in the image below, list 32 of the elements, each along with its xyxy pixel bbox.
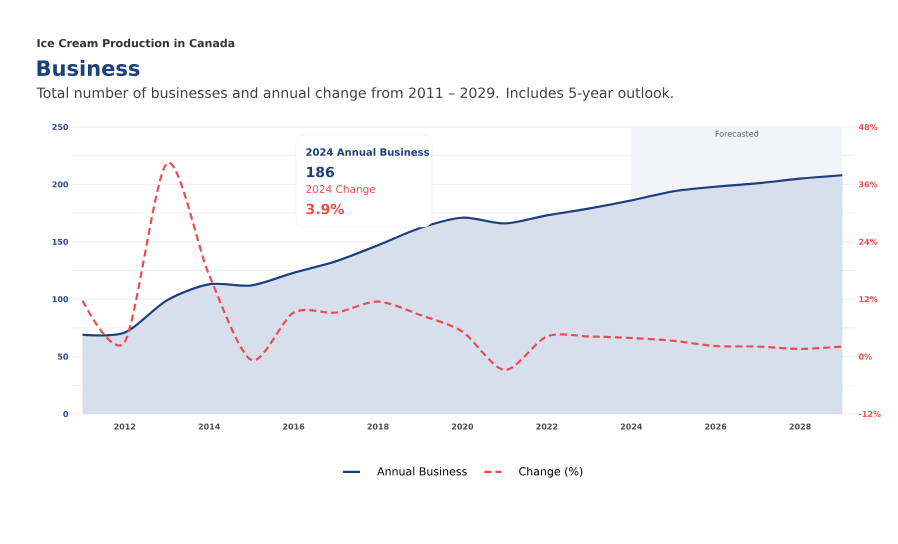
chart-title: Business xyxy=(37,60,140,76)
y-tick-label: 250 xyxy=(52,124,68,130)
y2-tick-label: 36% xyxy=(859,181,878,188)
x-tick-label: 2024 xyxy=(620,424,642,430)
y-tick-label: 0 xyxy=(63,410,68,418)
legend-label: Change (%) xyxy=(519,466,582,478)
y-tick-label: 50 xyxy=(58,354,68,360)
chart-subtitle: Total number of businesses and annual change from 2011 – 2029. Includes 5-year outlook. xyxy=(36,87,673,101)
y-tick-label: 100 xyxy=(52,296,68,302)
annotation: 186 xyxy=(307,166,334,178)
x-tick-label: 2012 xyxy=(114,424,136,430)
y-tick-label: 200 xyxy=(52,181,68,188)
annotation: 3.9% xyxy=(306,204,344,214)
y2-tick-label: -12% xyxy=(858,410,881,418)
y2-tick-label: 12% xyxy=(859,296,878,302)
x-tick-label: 2014 xyxy=(198,424,220,430)
x-tick-label: 2022 xyxy=(536,424,558,430)
x-tick-label: 2028 xyxy=(790,424,811,430)
legend-label: Annual Business xyxy=(377,466,467,476)
annotation: 2024 Annual Business xyxy=(306,148,430,156)
y2-tick-label: 48% xyxy=(858,124,878,130)
x-tick-label: 2026 xyxy=(705,424,726,430)
band-label: Forecasted xyxy=(716,130,758,137)
annotation: 2024 Change xyxy=(306,184,376,196)
y-tick-label: 150 xyxy=(52,238,68,245)
text: Ice Cream Production in Canada xyxy=(38,38,234,48)
line-series xyxy=(81,162,844,372)
x-tick-label: 2020 xyxy=(452,424,474,430)
x-tick-label: 2016 xyxy=(283,424,304,430)
x-tick-label: 2018 xyxy=(368,424,389,430)
y2-tick-label: 0% xyxy=(858,354,872,360)
y2-tick-label: 24% xyxy=(859,238,878,245)
